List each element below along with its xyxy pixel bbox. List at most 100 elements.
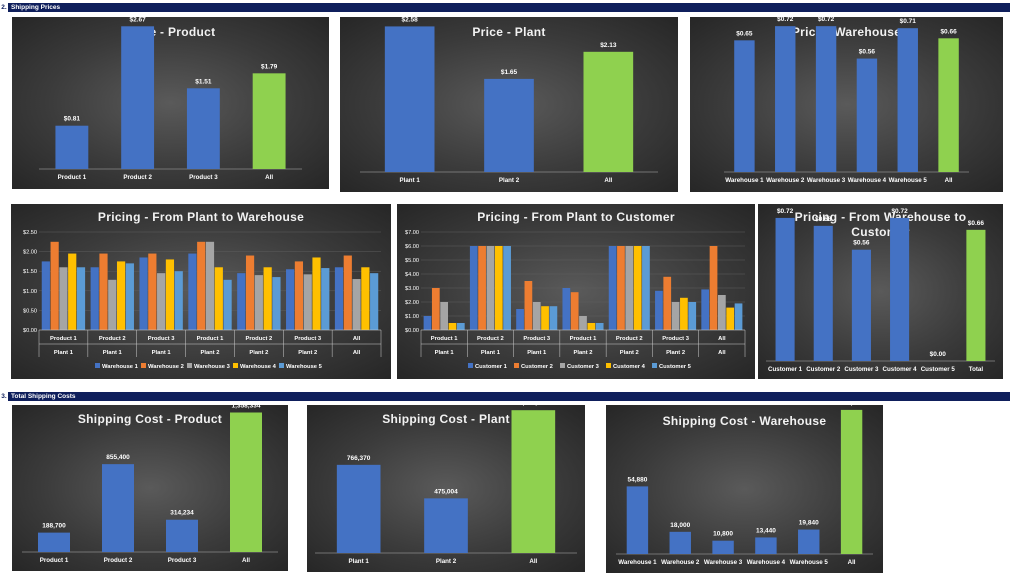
category-label: Product 3	[148, 336, 176, 342]
y-tick-label: $3.00	[405, 286, 419, 292]
bar	[237, 273, 246, 330]
bar	[197, 241, 206, 330]
bar	[166, 519, 198, 552]
data-label: 116,960	[840, 405, 864, 407]
data-label: 188,700	[42, 523, 66, 530]
legend-swatch	[233, 363, 238, 368]
data-label: $0.71	[900, 18, 917, 25]
data-label: 475,004	[434, 488, 458, 495]
bar	[99, 253, 108, 330]
bar	[343, 255, 352, 330]
bar	[424, 498, 468, 553]
y-tick-label: $0.00	[23, 328, 37, 334]
category-label: Warehouse 2	[766, 177, 805, 184]
category-group-label: All	[353, 350, 361, 356]
bar	[59, 267, 68, 330]
data-label: 314,234	[170, 510, 194, 517]
category-group-label: Plant 1	[527, 350, 547, 356]
bar	[431, 288, 440, 330]
category-label: Warehouse 3	[807, 177, 846, 184]
bar	[775, 217, 795, 361]
bar	[230, 412, 262, 552]
bar	[494, 246, 503, 330]
section-number: 3.	[0, 392, 8, 401]
category-label: Customer 4	[883, 366, 918, 373]
chart-svg: $0.65 Warehouse 1 $0.72 Warehouse 2 $0.72 War…	[724, 17, 969, 184]
category-label: All	[945, 177, 953, 184]
y-tick-label: $5.00	[405, 258, 419, 264]
category-label: Product 2	[123, 174, 152, 181]
category-label: Customer 5	[921, 366, 956, 373]
data-label: $0.00	[930, 351, 947, 358]
bar	[890, 217, 910, 361]
chart-svg: $0.81 Product 1 $2.67 Product 2 $1.51 Product…	[39, 17, 302, 181]
bar	[503, 246, 511, 330]
bar	[549, 306, 558, 330]
bar	[840, 409, 863, 554]
legend-label: Warehouse 1	[102, 364, 139, 370]
bar	[423, 316, 432, 330]
data-label: 10,800	[713, 531, 733, 538]
bar	[966, 229, 986, 361]
bar	[90, 267, 99, 330]
bar	[938, 38, 959, 172]
bar	[734, 303, 743, 330]
bar	[608, 246, 617, 330]
legend-label: Warehouse 3	[194, 364, 231, 370]
bar	[55, 125, 89, 169]
data-label: $2.67	[129, 17, 146, 23]
category-group-label: Plant 1	[54, 350, 74, 356]
y-tick-label: $2.00	[405, 300, 419, 306]
bar	[587, 323, 596, 330]
chart-svg: 188,700 Product 1 855,400 Product 2 314,234 P…	[22, 405, 278, 564]
bar	[174, 271, 183, 330]
bar	[139, 257, 148, 330]
legend-label: Customer 5	[659, 364, 692, 370]
bar	[486, 246, 495, 330]
legend-swatch	[95, 363, 100, 368]
category-label: All	[242, 557, 250, 564]
chart-cost-warehouse: Shipping Cost - Warehouse 54,880 Warehous…	[606, 405, 883, 573]
bar	[524, 281, 533, 330]
data-label: $0.56	[859, 49, 876, 56]
bar	[595, 323, 604, 330]
bar	[272, 277, 281, 330]
category-label: Plant 2	[436, 558, 457, 565]
category-group-label: Plant 1	[481, 350, 501, 356]
data-label: 1,358,334	[232, 405, 261, 409]
bar	[815, 26, 837, 173]
legend-label: Customer 2	[521, 364, 553, 370]
bar	[484, 78, 534, 172]
y-tick-label: $0.50	[23, 308, 37, 314]
bar	[456, 323, 465, 330]
bar	[165, 259, 175, 330]
bar	[321, 268, 330, 330]
data-label: $2.58	[402, 17, 419, 23]
category-group-label: All	[718, 350, 726, 356]
category-label: Product 1	[570, 336, 598, 342]
chart-cost-product: Shipping Cost - Product 188,700 Product 1…	[12, 405, 288, 571]
category-label: Plant 1	[400, 177, 421, 184]
bar	[252, 73, 286, 169]
bar	[186, 88, 220, 169]
data-label: $0.72	[777, 17, 794, 23]
data-label: 855,400	[106, 454, 130, 461]
bar	[76, 267, 86, 330]
bar	[223, 279, 232, 330]
bar	[717, 295, 726, 330]
data-label: 19,840	[799, 520, 819, 527]
data-label: $0.72	[891, 208, 908, 215]
bar	[626, 486, 649, 554]
y-tick-label: $1.00	[405, 314, 419, 320]
bar	[562, 288, 571, 330]
category-label: Product 1	[431, 336, 459, 342]
chart-svg: $0.00 $1.00 $2.00 $3.00 $4.00 $5.00 $6.00 $7.00…	[405, 230, 746, 370]
category-label: Product 1	[50, 336, 78, 342]
data-label: $0.72	[777, 208, 794, 215]
bar	[263, 267, 272, 330]
bar	[532, 302, 541, 330]
y-tick-label: $7.00	[405, 230, 419, 236]
bar	[352, 279, 361, 330]
legend-label: Warehouse 5	[286, 364, 323, 370]
category-label: Product 2	[477, 336, 504, 342]
